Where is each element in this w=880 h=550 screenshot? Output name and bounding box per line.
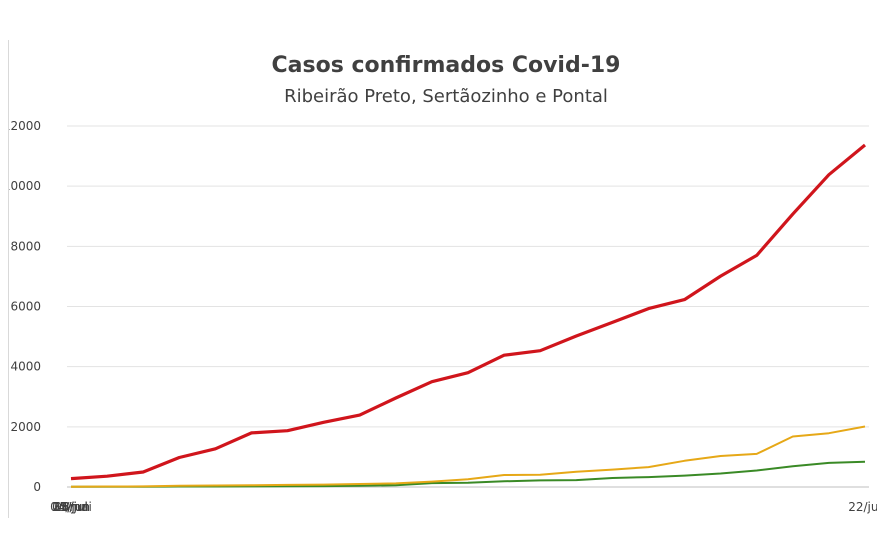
y-tick-label: 2000 bbox=[10, 420, 41, 434]
y-axis-ticks: 0 2000 4000 6000 8000 10000 12000 bbox=[9, 119, 41, 494]
x-tick-label: 06/jul bbox=[54, 500, 88, 514]
x-tick-label: 13/jul bbox=[54, 500, 88, 514]
grid bbox=[67, 125, 869, 488]
x-tick-label: 04/mai bbox=[50, 500, 92, 514]
y-tick-label: 4000 bbox=[10, 360, 41, 374]
chart-title: Casos confirmados Covid-19 bbox=[272, 53, 621, 78]
chart-frame: Casos confirmados Covid-19 Ribeirão Pret… bbox=[8, 40, 877, 518]
line-chart: Casos confirmados Covid-19 Ribeirão Pret… bbox=[9, 53, 877, 514]
x-tick-label: 27/jun bbox=[52, 500, 90, 514]
y-tick-label: 10000 bbox=[9, 179, 41, 193]
series-line bbox=[70, 143, 867, 481]
y-tick-label: 0 bbox=[33, 480, 41, 494]
x-tick-label: 03/jun bbox=[52, 500, 90, 514]
series-lines bbox=[70, 143, 867, 488]
series-line bbox=[71, 460, 866, 488]
y-tick-label: 12000 bbox=[9, 119, 41, 133]
chart-subtitle: Ribeirão Preto, Sertãozinho e Pontal bbox=[284, 86, 608, 107]
x-tick-label: 15/jun bbox=[52, 500, 90, 514]
y-tick-label: 8000 bbox=[10, 239, 41, 253]
y-tick-label: 6000 bbox=[10, 300, 41, 314]
series-line bbox=[70, 425, 866, 488]
x-tick-label: 22/jul bbox=[848, 500, 877, 514]
